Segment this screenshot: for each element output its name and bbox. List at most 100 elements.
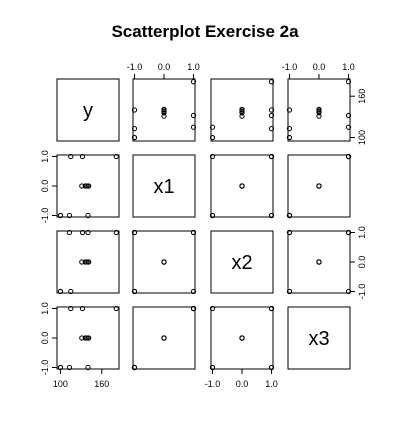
point-x3-vs-y-6 — [86, 335, 92, 341]
point-x3-vs-x2-9 — [239, 335, 245, 341]
point-x3-vs-y-2 — [66, 364, 73, 371]
point-x3-vs-y-0 — [113, 305, 119, 312]
tick-label-left-x3-2: 1.0 — [40, 302, 50, 315]
panel-box-x1-x2 — [210, 154, 274, 218]
panel-box-x2-x2 — [210, 230, 274, 294]
tick-label-right-x2-1: 0.0 — [357, 256, 367, 269]
panel-box-y-y — [56, 78, 120, 142]
point-y-vs-x3-11 — [286, 134, 293, 141]
point-x3-vs-x2-4 — [268, 305, 275, 312]
point-x2-vs-y-4 — [79, 229, 86, 236]
point-x2-vs-x1-11 — [131, 288, 138, 295]
point-y-vs-x2-9 — [239, 113, 245, 119]
point-x2-vs-y-8 — [84, 259, 90, 265]
tick-label-top-x3-1: 0.0 — [313, 62, 326, 72]
point-y-vs-x2-4 — [268, 112, 275, 119]
point-y-vs-x3-2 — [286, 126, 293, 132]
panel-box-x2-y — [56, 230, 120, 294]
point-x1-vs-x3-11 — [286, 212, 293, 219]
point-x2-vs-x3-9 — [316, 259, 322, 265]
point-x2-vs-y-2 — [66, 229, 73, 236]
point-x1-vs-y-3 — [68, 153, 74, 160]
chart-title: Scatterplot Exercise 2a — [111, 22, 299, 41]
variable-label-y: y — [83, 100, 93, 122]
point-x2-vs-y-9 — [79, 259, 85, 265]
tick-label-top-x3-0: -1.0 — [282, 62, 298, 72]
point-x1-vs-x2-4 — [268, 153, 275, 160]
point-y-vs-x3-6 — [316, 106, 322, 112]
variable-label-x3: x3 — [308, 328, 329, 350]
panels-group: y x1 x2 x3 -1.0 0.0 1.0 -1.0 0.0 1.0 100 160 -1.0 0.0… — [40, 62, 367, 389]
point-y-vs-x1-3 — [190, 124, 197, 130]
point-y-vs-x2-0 — [268, 79, 275, 85]
tick-label-right-x2-2: 1.0 — [357, 226, 367, 239]
point-y-vs-x1-10 — [131, 107, 138, 113]
panel-box-x1-x1 — [132, 154, 196, 218]
point-y-vs-x1-9 — [161, 113, 167, 119]
point-y-vs-x1-11 — [131, 134, 138, 141]
point-y-vs-x2-11 — [209, 134, 216, 141]
point-y-vs-x3-4 — [345, 112, 352, 119]
panel-box-y-x3 — [287, 78, 351, 142]
panel-box-y-x1 — [132, 78, 196, 142]
point-x2-vs-y-0 — [113, 229, 119, 236]
point-x1-vs-x2-9 — [239, 183, 245, 189]
point-y-vs-x3-9 — [316, 113, 322, 119]
tick-label-left-x3-0: -1.0 — [40, 360, 50, 376]
point-x1-vs-x3-4 — [345, 153, 352, 160]
panel-box-y-x2 — [210, 78, 274, 142]
point-x2-vs-x1-3 — [190, 288, 197, 295]
point-y-vs-x1-0 — [190, 79, 197, 85]
point-y-vs-x1-8 — [161, 108, 167, 114]
point-y-vs-x2-8 — [239, 108, 245, 114]
panel-box-x3-y — [56, 306, 120, 370]
panel-box-x1-x3 — [287, 154, 351, 218]
point-x1-vs-x2-10 — [268, 212, 275, 219]
point-x2-vs-x1-9 — [161, 259, 167, 265]
point-x1-vs-y-9 — [79, 183, 85, 189]
tick-label-bottom-x2-1: 0.0 — [236, 379, 249, 389]
point-x1-vs-y-10 — [85, 212, 91, 219]
tick-label-right-y-0: 100 — [357, 130, 367, 145]
point-x2-vs-x3-11 — [286, 288, 293, 295]
point-x2-vs-x3-10 — [286, 229, 293, 236]
point-y-vs-x3-3 — [345, 124, 352, 130]
tick-label-left-x3-1: 0.0 — [40, 332, 50, 345]
point-y-vs-x3-10 — [286, 107, 293, 113]
panel-box-x3-x1 — [132, 306, 196, 370]
point-x2-vs-y-3 — [68, 288, 74, 295]
point-x2-vs-x1-4 — [190, 229, 197, 236]
point-x3-vs-y-4 — [79, 305, 86, 312]
point-y-vs-x2-6 — [239, 106, 245, 112]
panel-box-x1-y — [56, 154, 120, 218]
panel-box-x2-x1 — [132, 230, 196, 294]
point-x2-vs-y-10 — [85, 229, 91, 236]
tick-label-left-x1-0: -1.0 — [40, 208, 50, 224]
point-x3-vs-x1-9 — [161, 335, 167, 341]
tick-label-top-x3-2: 1.0 — [342, 62, 355, 72]
tick-label-top-x1-0: -1.0 — [127, 62, 143, 72]
tick-label-right-y-1: 160 — [357, 89, 367, 104]
tick-label-top-x1-1: 0.0 — [158, 62, 171, 72]
point-x1-vs-y-2 — [66, 212, 73, 219]
tick-label-bottom-x2-0: -1.0 — [205, 379, 221, 389]
point-y-vs-x1-4 — [190, 112, 197, 119]
tick-label-bottom-y-0: 100 — [53, 379, 68, 389]
point-y-vs-x1-6 — [161, 106, 167, 112]
point-y-vs-x3-8 — [316, 108, 322, 114]
point-x3-vs-y-9 — [79, 335, 85, 341]
point-y-vs-x2-3 — [209, 124, 216, 130]
tick-label-bottom-y-1: 160 — [94, 379, 109, 389]
tick-label-left-x1-1: 0.0 — [40, 180, 50, 193]
variable-label-x2: x2 — [231, 252, 252, 274]
point-x2-vs-x1-10 — [131, 229, 138, 236]
panel-box-x2-x3 — [287, 230, 351, 294]
point-y-vs-x1-2 — [131, 126, 138, 132]
point-x1-vs-y-6 — [86, 183, 92, 189]
point-x2-vs-y-11 — [57, 288, 64, 295]
point-x3-vs-y-10 — [85, 364, 91, 371]
tick-label-top-x1-2: 1.0 — [187, 62, 200, 72]
point-x3-vs-x1-4 — [190, 305, 197, 312]
point-x3-vs-x1-11 — [131, 364, 138, 371]
